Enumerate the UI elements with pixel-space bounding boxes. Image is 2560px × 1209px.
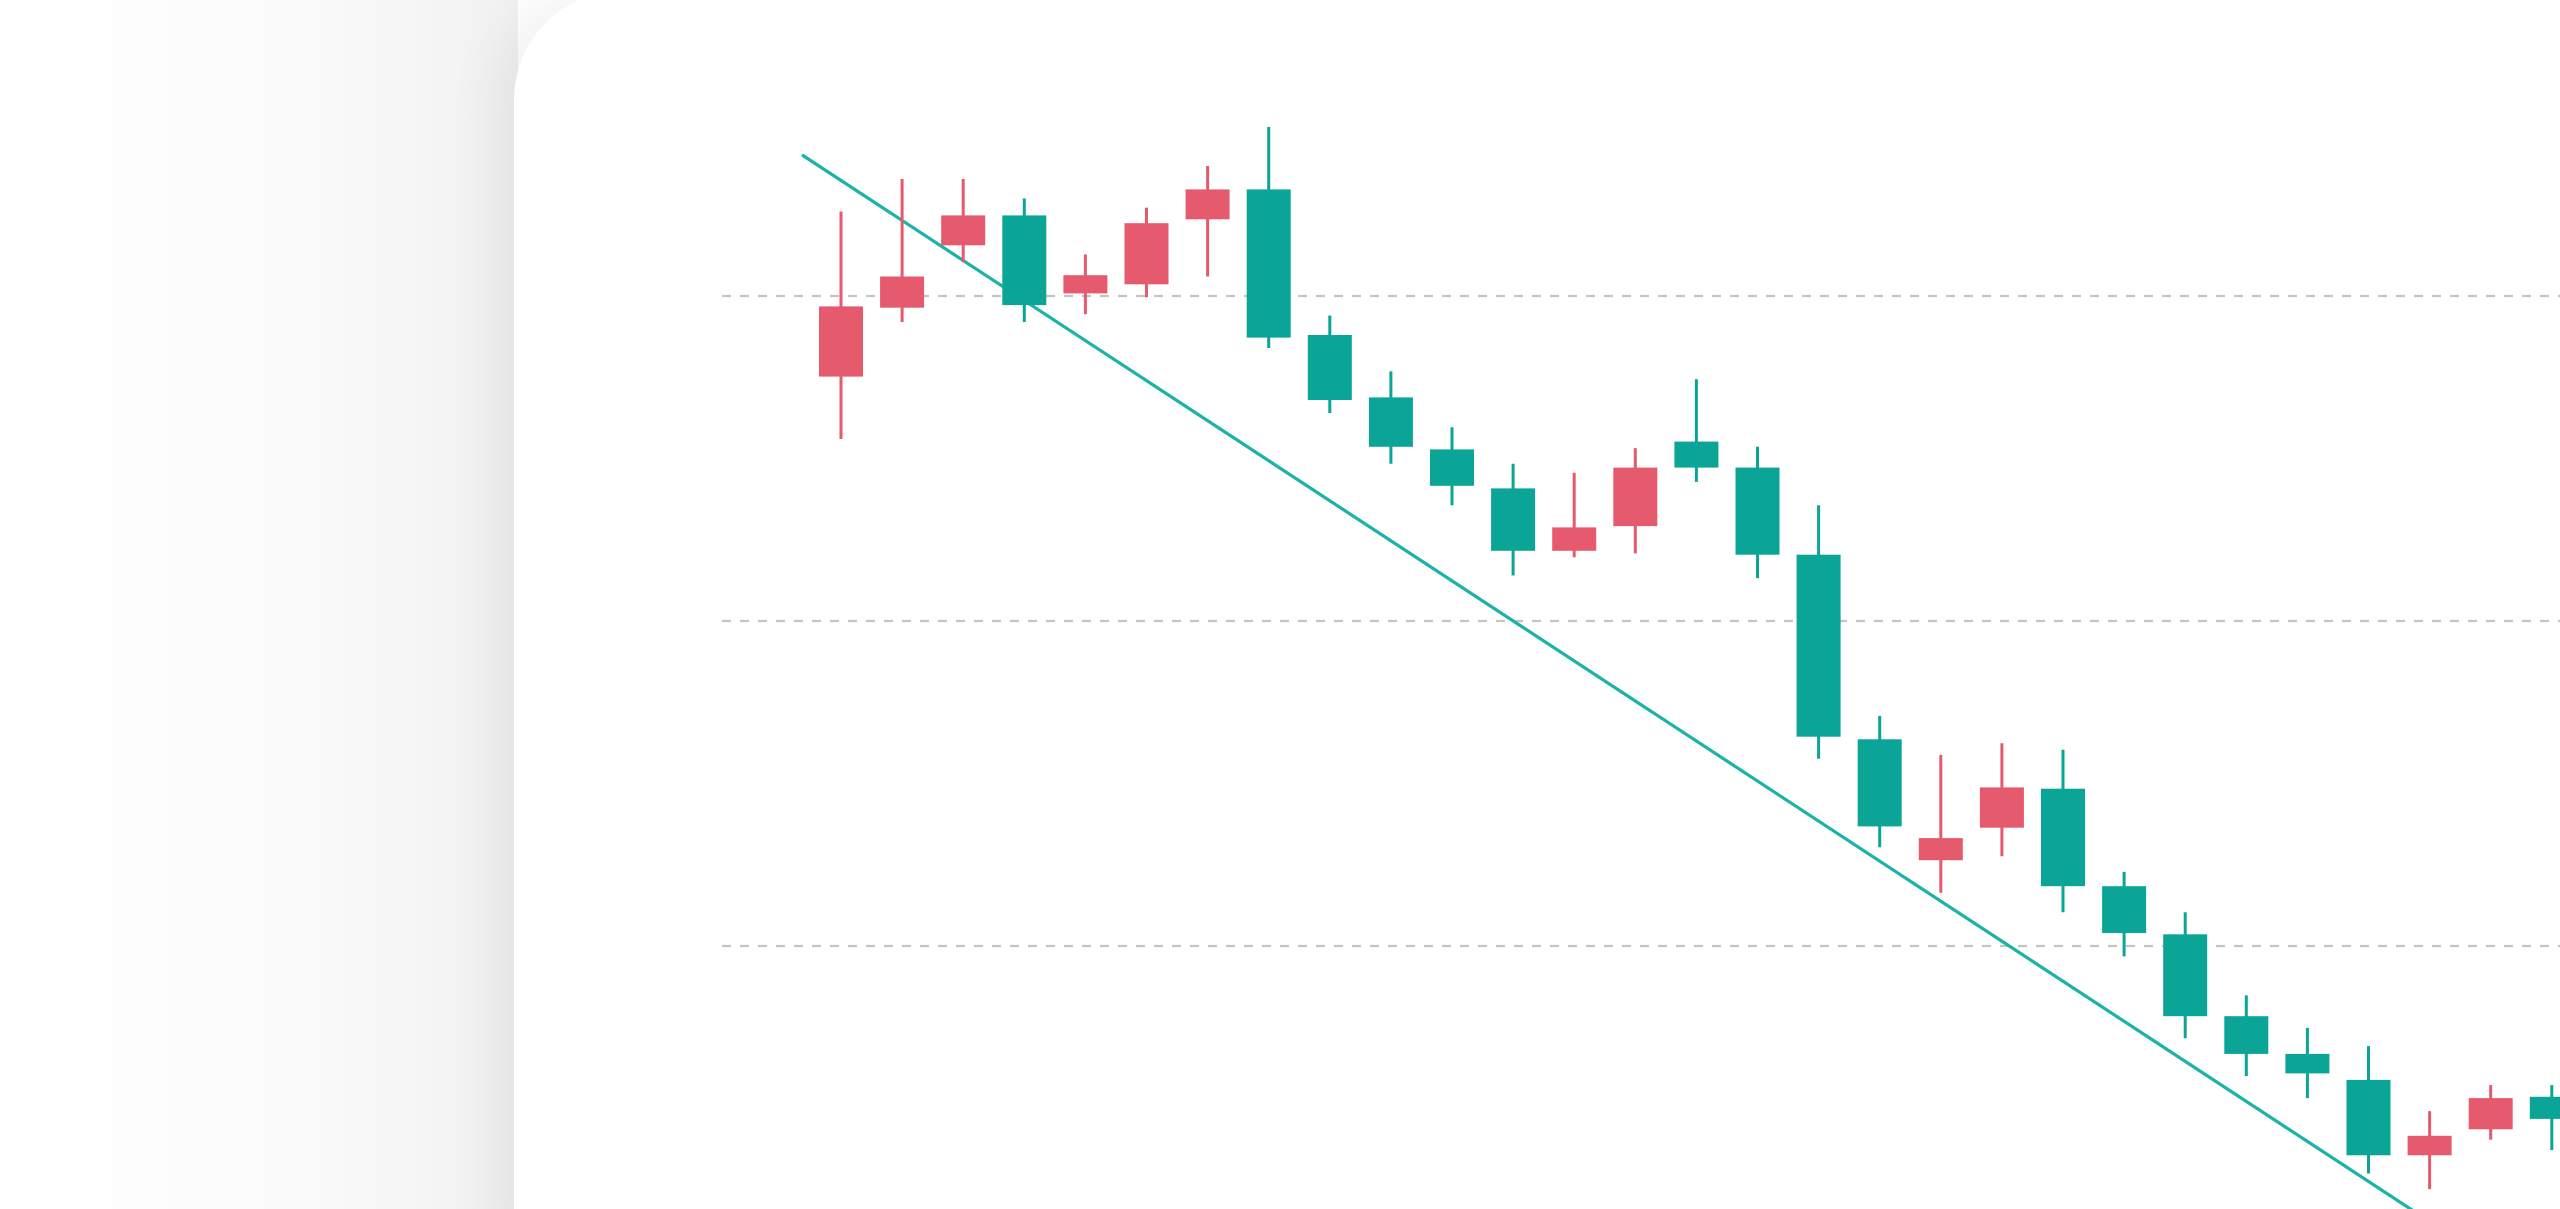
candle: [1246, 127, 1291, 348]
candle: [1307, 315, 1352, 413]
candle-body: [2224, 1016, 2269, 1054]
candle-body: [1796, 554, 1841, 737]
candle: [1063, 254, 1108, 315]
candle: [2407, 1111, 2452, 1190]
candle-body: [1063, 275, 1108, 294]
candle-body: [2407, 1135, 2452, 1156]
candle: [1613, 448, 1658, 554]
candle-body: [941, 215, 986, 246]
candle-body: [1430, 449, 1474, 486]
candle-body: [1491, 488, 1536, 551]
side-shadow: [0, 0, 518, 1209]
candles: [819, 127, 2560, 1190]
candle-body: [819, 306, 863, 377]
candle: [1735, 446, 1780, 579]
candle-body: [1002, 215, 1047, 306]
candle-body: [2041, 788, 2085, 887]
candle-body: [1552, 527, 1597, 551]
candle-body: [2285, 1053, 2330, 1074]
candle-body: [1613, 467, 1658, 527]
candle: [2468, 1085, 2513, 1140]
candle-body: [1185, 189, 1230, 220]
candle: [2529, 1085, 2560, 1151]
candle: [1368, 371, 1413, 464]
candle: [2224, 995, 2269, 1076]
candle-body: [1918, 838, 1963, 861]
candle-body: [1246, 189, 1291, 338]
candle-body: [2163, 934, 2208, 1017]
candle: [1002, 198, 1047, 322]
candle-body: [2346, 1079, 2391, 1156]
candle: [2163, 912, 2208, 1039]
trendline-layer: [801, 154, 2414, 1209]
candle-body: [1735, 467, 1780, 555]
candle-body: [1979, 787, 2024, 828]
candle: [2041, 749, 2085, 913]
candle-body: [880, 276, 925, 308]
candle: [1674, 379, 1719, 482]
candle: [819, 211, 863, 439]
candle: [1796, 505, 1841, 759]
candle-body: [2529, 1096, 2560, 1119]
candle: [2102, 871, 2147, 957]
candle: [1979, 743, 2024, 857]
candle-body: [1857, 739, 1902, 827]
candle: [1552, 472, 1597, 558]
candle: [2346, 1046, 2391, 1174]
candle: [2285, 1027, 2330, 1099]
candle: [1185, 166, 1230, 277]
candle: [1491, 463, 1536, 576]
candle-body: [1674, 441, 1719, 468]
candle: [941, 179, 986, 263]
trendline: [801, 154, 2414, 1209]
candle-body: [2102, 886, 2147, 933]
candle: [1857, 715, 1902, 848]
candle-body: [1368, 397, 1413, 447]
candle-body: [1124, 223, 1169, 285]
candle-body: [2468, 1098, 2513, 1130]
gridlines: [722, 294, 2560, 948]
candle: [1124, 207, 1169, 298]
candle: [1918, 754, 1963, 893]
candle: [1430, 427, 1474, 506]
candle-body: [1307, 335, 1352, 400]
chart-card: [514, 0, 2560, 1209]
candle: [880, 179, 925, 322]
